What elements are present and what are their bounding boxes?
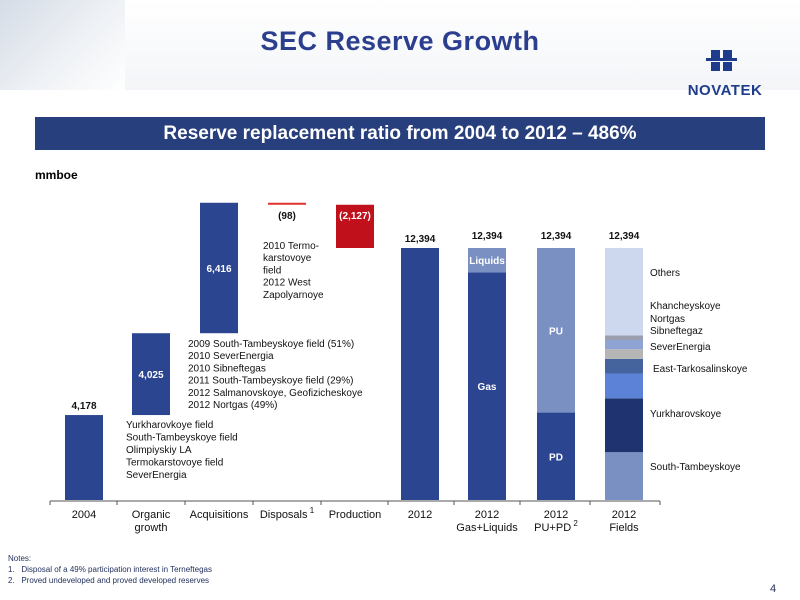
data-label: (2,127) <box>339 211 371 222</box>
annotation-organic: SeverEnergia <box>126 470 187 481</box>
annotation-disposals: karstovoye <box>263 253 312 264</box>
segment-label: PU <box>549 326 563 337</box>
segment-pu <box>537 248 575 413</box>
segment-sibneftegaz <box>605 349 643 359</box>
total-label: 12,394 <box>472 231 503 242</box>
tick-label: Production <box>329 509 382 521</box>
total-label: 12,394 <box>609 231 640 242</box>
legend-entry: Sibneftegaz <box>650 326 703 337</box>
tick-label: 2012 Gas+Liquids <box>456 509 518 534</box>
legend-entry: Others <box>650 268 680 279</box>
annotation-organic: South-Tambeyskoye field <box>126 433 238 444</box>
reserve-chart: 4,178 4,025 6,416 (98) (2,127) 12,394 Gas Liqui… <box>49 202 748 534</box>
segment-others <box>605 248 643 336</box>
segment-gas <box>468 272 506 500</box>
segment-label: Liquids <box>469 256 505 267</box>
legend-entry: South-Tambeyskoye <box>650 462 741 473</box>
legend-entry: East-Tarkosalinskoye <box>653 364 748 375</box>
annotation-disposals: 2012 West <box>263 278 311 289</box>
annotation-acquisitions: 2012 Salmanovskoye, Geofizicheskoye <box>188 388 363 399</box>
notes: Notes: 1. Disposal of a 49% participatio… <box>8 553 212 586</box>
note-item: 1. Disposal of a 49% participation inter… <box>8 565 212 574</box>
tick-label: Disposals 1 <box>260 506 315 521</box>
tick-label: Organic growth <box>132 509 171 534</box>
segment-label: PD <box>549 452 563 463</box>
header-corner-decoration <box>0 0 125 90</box>
segment-label: Gas <box>478 382 497 393</box>
data-label: 12,394 <box>405 234 436 245</box>
tick-label: Acquisitions <box>190 509 249 521</box>
page-title: SEC Reserve Growth <box>260 26 540 56</box>
annotation-acquisitions: 2010 SeverEnergia <box>188 351 274 362</box>
logo-icon <box>706 50 737 71</box>
data-label: 4,178 <box>71 401 96 412</box>
legend-entry: Khancheyskoye <box>650 301 721 312</box>
segment-severenergia <box>605 358 643 374</box>
segment-yurkharovskoye <box>605 398 643 453</box>
annotation-disposals: 2010 Termo- <box>263 241 319 252</box>
annotation-organic: Yurkharovkoye field <box>126 420 213 431</box>
company-logo: NOVATEK <box>670 44 780 104</box>
segment-nortgas <box>605 339 643 350</box>
tick-label: 2004 <box>72 509 96 521</box>
legend-entry: SeverEnergia <box>650 342 711 353</box>
segment-pd <box>537 412 575 500</box>
tick-label: 2012 Fields <box>609 509 639 534</box>
annotation-acquisitions: 2012 Nortgas (49%) <box>188 400 278 411</box>
notes-heading: Notes: <box>8 554 32 563</box>
total-label: 12,394 <box>541 231 572 242</box>
data-label: 6,416 <box>206 264 231 275</box>
annotation-acquisitions: 2010 Sibneftegas <box>188 363 266 374</box>
segment-south-tambeyskoye <box>605 452 643 500</box>
annotation-organic: Termokarstovoye field <box>126 458 223 469</box>
header-band <box>0 0 800 90</box>
logo-text: NOVATEK <box>687 82 763 99</box>
data-label: 4,025 <box>138 370 163 381</box>
legend-entry: Nortgas <box>650 314 685 325</box>
annotation-acquisitions: 2011 South-Tambeyskoye field (29%) <box>188 376 353 387</box>
bar-acquisitions <box>200 202 238 334</box>
segment-liquids <box>468 248 506 273</box>
bar-disposals <box>268 202 306 205</box>
bar-organic-growth <box>132 333 170 416</box>
bar-2004 <box>65 415 103 500</box>
segment-east-tarkosalinskoye <box>605 373 643 399</box>
annotation-organic: Olimpiyskiy LA <box>126 445 192 456</box>
annotation-disposals: field <box>263 265 281 276</box>
tick-label: 2012 PU+PD 2 <box>534 509 578 534</box>
segment-khancheyskoye <box>605 335 643 340</box>
page-number: 4 <box>770 583 777 595</box>
data-label: (98) <box>278 211 296 222</box>
tick-label: 2012 <box>408 509 432 521</box>
bar-2012 <box>401 248 439 500</box>
legend-entry: Yurkharovskoye <box>650 409 722 420</box>
note-item: 2. Proved undeveloped and proved develop… <box>8 576 210 585</box>
bar-production <box>336 204 374 248</box>
annotation-acquisitions: 2009 South-Tambeyskoye field (51%) <box>188 339 354 350</box>
unit-label: mmboe <box>35 168 78 182</box>
ratio-banner: Reserve replacement ratio from 2004 to 2… <box>35 117 765 150</box>
annotation-disposals: Zapolyarnoye <box>263 290 324 301</box>
